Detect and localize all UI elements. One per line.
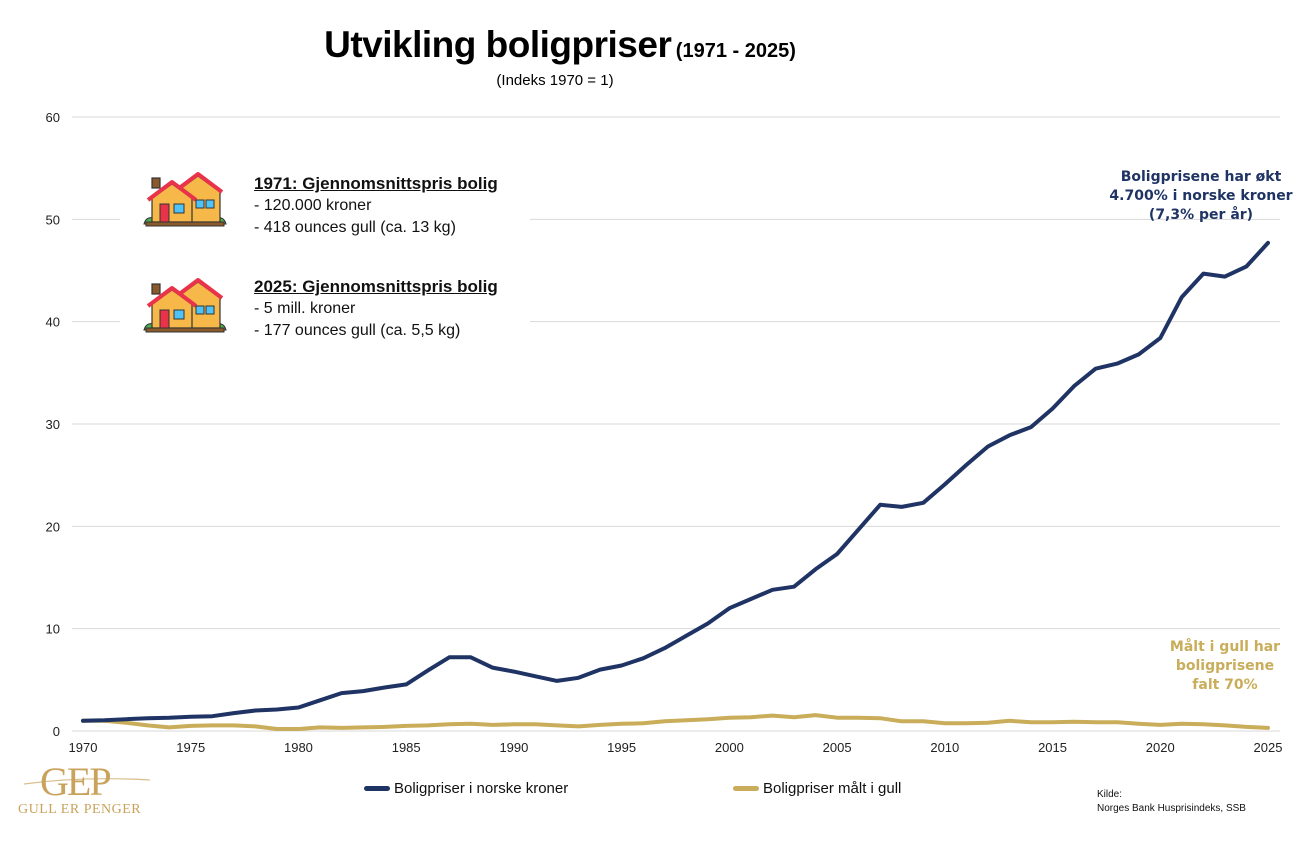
info-box-1971: 1971: Gjennomsnittspris bolig - 120.000 … [254, 173, 498, 239]
logo-text: GULL ER PENGER [18, 802, 142, 817]
series-line-gold [81, 713, 1270, 731]
x-tick-label: 1970 [69, 740, 98, 755]
legend-label: Boligpriser målt i gull [763, 780, 902, 797]
x-tick-label: 2005 [823, 740, 852, 755]
annotation-line: falt 70% [1192, 677, 1258, 693]
x-axis-ticks: 1970 1975 1980 1985 1990 1995 2000 2005 2010 2015… [69, 740, 1283, 755]
house-icon [143, 172, 227, 227]
x-tick-label: 2015 [1038, 740, 1067, 755]
annotation-line: 4.700% i norske kroner [1109, 188, 1293, 204]
chart-title: Utvikling boligpriser (1971 - 2025) [300, 24, 820, 66]
info-box-line: - 5 mill. kroner [254, 300, 356, 317]
logo-swoosh-icon [23, 778, 151, 785]
y-tick-label: 50 [46, 212, 60, 227]
y-tick-label: 0 [53, 724, 60, 739]
source-label: Kilde: [1097, 789, 1123, 800]
legend-label: Boligpriser i norske kroner [394, 780, 569, 797]
chart-title-range: (1971 - 2025) [675, 40, 796, 62]
info-box-line: - 177 ounces gull (ca. 5,5 kg) [254, 322, 461, 339]
source-note: Kilde: Norges Bank Husprisindeks, SSB [1097, 788, 1246, 816]
info-box-2025: 2025: Gjennomsnittspris bolig - 5 mill. … [254, 276, 498, 342]
x-tick-label: 1995 [607, 740, 636, 755]
x-tick-label: 1985 [392, 740, 421, 755]
annotation-line: Målt i gull har [1169, 639, 1281, 655]
annotation-line: boligprisene [1175, 658, 1275, 674]
logo-mark: GEP [40, 759, 112, 804]
annotation-nok-increase: Boligprisene har økt 4.700% i norske kro… [1108, 168, 1294, 225]
legend-item-gold: Boligpriser målt i gull [733, 780, 901, 797]
series-lines [81, 240, 1270, 731]
x-tick-label: 2025 [1254, 740, 1283, 755]
x-tick-label: 2010 [930, 740, 959, 755]
y-tick-label: 40 [46, 315, 60, 330]
annotation-line: Boligprisene har økt [1120, 169, 1282, 185]
house-icon [143, 278, 227, 333]
x-tick-label: 2020 [1146, 740, 1175, 755]
annotation-gold-decrease: Målt i gull har boligprisene falt 70% [1160, 638, 1290, 695]
y-tick-label: 10 [46, 622, 60, 637]
legend-item-nok: Boligpriser i norske kroner [364, 780, 568, 797]
y-tick-label: 60 [46, 110, 60, 125]
chart-subtitle: (Indeks 1970 = 1) [496, 72, 614, 89]
x-tick-label: 2000 [715, 740, 744, 755]
legend-swatch-nok [364, 786, 390, 791]
legend-swatch-gold [733, 786, 759, 791]
annotation-line: (7,3% per år) [1148, 207, 1254, 223]
info-box-heading: 1971: Gjennomsnittspris bolig [254, 174, 498, 193]
info-box-line: - 418 ounces gull (ca. 13 kg) [254, 219, 456, 236]
info-box-line: - 120.000 kroner [254, 197, 372, 214]
series-line-nok [81, 240, 1270, 723]
y-axis-ticks: 0 10 20 30 40 50 60 [46, 110, 60, 739]
source-text: Norges Bank Husprisindeks, SSB [1097, 803, 1246, 814]
gep-logo: GEP GULL ER PENGER [18, 762, 158, 818]
x-tick-label: 1975 [176, 740, 205, 755]
y-tick-label: 20 [46, 519, 60, 534]
x-tick-label: 1980 [284, 740, 313, 755]
y-tick-label: 30 [46, 417, 60, 432]
x-tick-label: 1990 [499, 740, 528, 755]
info-box-heading: 2025: Gjennomsnittspris bolig [254, 277, 498, 296]
chart-title-main: Utvikling boligpriser [324, 24, 672, 65]
